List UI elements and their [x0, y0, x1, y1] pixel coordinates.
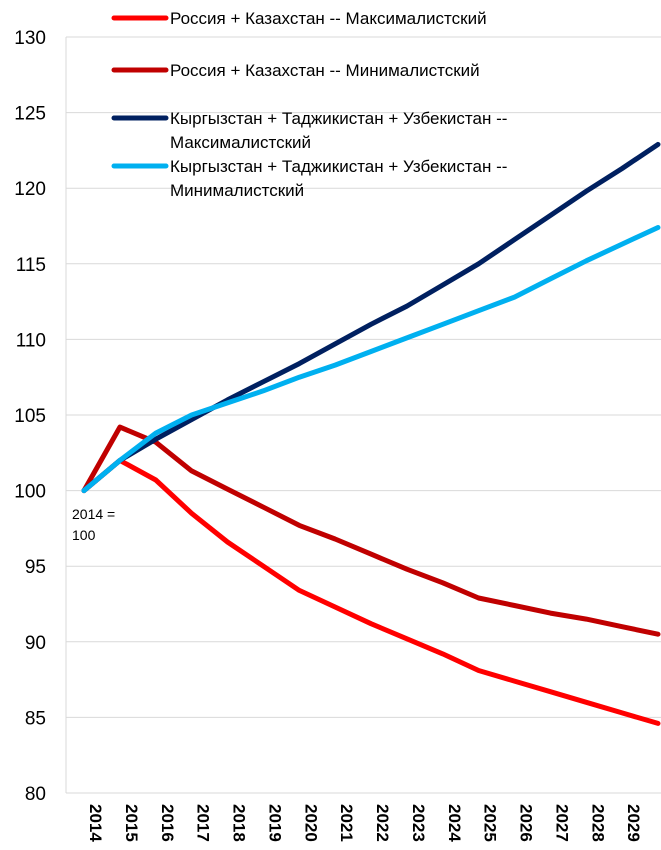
y-tick-label: 120: [14, 179, 46, 200]
series-line-4: [81, 225, 661, 494]
y-tick-label: 80: [25, 784, 46, 805]
y-tick-label: 110: [16, 330, 46, 351]
y-tick-label: 105: [14, 406, 46, 427]
annotation-text: 100: [72, 527, 96, 543]
y-tick-label: 90: [25, 633, 46, 654]
series-lines: [81, 141, 661, 726]
y-tick-label: 100: [14, 482, 46, 503]
annotation-text: 2014 =: [72, 506, 115, 522]
x-tick-label: 2026: [517, 804, 536, 842]
base-year-annotation: 2014 = 100: [72, 506, 115, 543]
y-tick-label: 85: [25, 708, 46, 729]
y-tick-label: 95: [25, 557, 46, 578]
x-tick-label: 2024: [445, 804, 464, 842]
x-tick-label: 2020: [301, 804, 320, 842]
x-tick-label: 2022: [373, 804, 392, 842]
x-tick-label: 2016: [158, 804, 177, 842]
x-tick-label: 2025: [481, 804, 500, 842]
y-tick-label: 125: [14, 104, 46, 125]
x-tick-label: 2014: [86, 804, 105, 842]
x-tick-label: 2017: [194, 804, 213, 842]
x-tick-label: 2019: [265, 804, 284, 842]
y-tick-labels: 80 85 90 95 100 105 110 115 120 125 130: [14, 28, 46, 805]
axes: [65, 37, 661, 794]
x-tick-label: 2021: [337, 804, 356, 842]
y-tick-label: 115: [16, 255, 46, 276]
legend-label-1: Россия + Казахстан -- Максималистский: [170, 9, 487, 28]
x-tick-labels: 2014 2015 2016 2017 2018 2019 2020 2021 2022 2023…: [86, 804, 661, 842]
legend-label-3: Кыргызстан + Таджикистан + Узбекистан --: [170, 109, 507, 128]
y-tick-label: 130: [14, 28, 46, 49]
x-tick-label: 2029: [624, 804, 643, 842]
legend-label-4: Минималистский: [170, 181, 304, 200]
x-tick-label: 2018: [230, 804, 249, 842]
x-tick-label: 2023: [409, 804, 428, 842]
legend-label-2: Россия + Казахстан -- Минималистский: [170, 61, 480, 80]
x-tick-label: 2015: [122, 804, 141, 842]
x-tick-label: 2028: [588, 804, 607, 842]
x-tick-label: 2027: [552, 804, 571, 842]
series-line-2: [81, 424, 661, 637]
legend-label-4: Кыргызстан + Таджикистан + Узбекистан --: [170, 157, 507, 176]
series-line-1: [81, 457, 661, 726]
legend-label-3: Максималистский: [170, 133, 311, 152]
series-line-3: [81, 141, 661, 494]
legend: Россия + Казахстан -- Максималистский Рос…: [111, 9, 507, 200]
